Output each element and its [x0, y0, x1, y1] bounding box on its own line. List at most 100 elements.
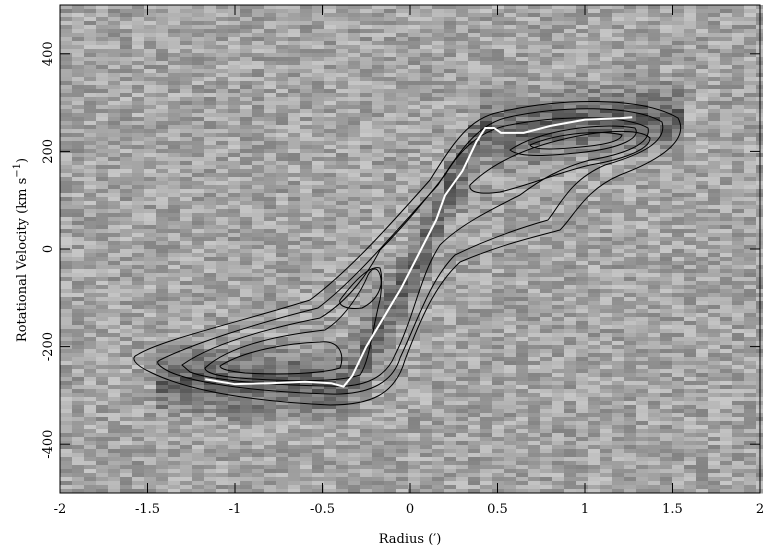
noise-cell	[120, 33, 133, 38]
noise-cell	[156, 53, 169, 58]
noise-cell	[708, 77, 721, 82]
noise-cell	[420, 25, 433, 30]
noise-cell	[612, 221, 625, 226]
noise-cell	[660, 5, 673, 10]
noise-cell	[144, 333, 157, 338]
noise-cell	[360, 69, 373, 74]
noise-cell	[744, 45, 757, 50]
noise-cell	[372, 61, 385, 66]
noise-cell	[408, 169, 421, 174]
noise-cell	[516, 265, 529, 270]
noise-cell	[624, 237, 637, 242]
noise-cell	[708, 201, 721, 206]
noise-cell	[504, 57, 517, 62]
noise-cell	[576, 337, 589, 342]
noise-cell	[372, 193, 385, 198]
noise-cell	[648, 45, 661, 50]
noise-cell	[216, 305, 229, 310]
noise-cell	[180, 225, 193, 230]
noise-cell	[300, 333, 313, 338]
noise-cell	[492, 329, 505, 334]
noise-cell	[564, 77, 577, 82]
noise-cell	[312, 169, 325, 174]
noise-cell	[120, 105, 133, 110]
noise-cell	[660, 109, 673, 114]
noise-cell	[108, 93, 121, 98]
noise-cell	[348, 285, 361, 290]
noise-cell	[600, 165, 613, 170]
noise-cell	[144, 209, 157, 214]
noise-cell	[60, 249, 73, 254]
noise-cell	[696, 297, 709, 302]
noise-cell	[180, 273, 193, 278]
noise-cell	[132, 165, 145, 170]
noise-cell	[480, 241, 493, 246]
noise-cell	[108, 217, 121, 222]
noise-cell	[156, 161, 169, 166]
noise-cell	[264, 297, 277, 302]
noise-cell	[228, 341, 241, 346]
noise-cell	[108, 281, 121, 286]
noise-cell	[420, 57, 433, 62]
noise-cell	[216, 185, 229, 190]
noise-cell	[720, 309, 733, 314]
noise-cell	[360, 169, 373, 174]
noise-cell	[300, 245, 313, 250]
noise-cell	[684, 297, 697, 302]
noise-cell	[240, 225, 253, 230]
noise-cell	[120, 201, 133, 206]
noise-cell	[180, 17, 193, 22]
noise-cell	[600, 161, 613, 166]
noise-cell	[168, 137, 181, 142]
noise-cell	[108, 321, 121, 326]
noise-cell	[480, 213, 493, 218]
noise-cell	[696, 245, 709, 250]
noise-cell	[480, 317, 493, 322]
noise-cell	[180, 105, 193, 110]
noise-cell	[348, 129, 361, 134]
noise-cell	[132, 325, 145, 330]
noise-cell	[144, 217, 157, 222]
noise-cell	[540, 69, 553, 74]
noise-cell	[576, 41, 589, 46]
noise-cell	[240, 341, 253, 346]
noise-cell	[492, 233, 505, 238]
noise-cell	[600, 245, 613, 250]
noise-cell	[636, 297, 649, 302]
noise-cell	[648, 173, 661, 178]
noise-cell	[132, 337, 145, 342]
noise-cell	[684, 189, 697, 194]
noise-cell	[468, 37, 481, 42]
noise-cell	[252, 117, 265, 122]
noise-cell	[468, 5, 481, 10]
noise-cell	[192, 341, 205, 346]
noise-cell	[60, 277, 73, 282]
noise-cell	[108, 301, 121, 306]
noise-cell	[708, 305, 721, 310]
noise-cell	[720, 217, 733, 222]
noise-cell	[264, 121, 277, 126]
noise-cell	[492, 173, 505, 178]
noise-cell	[612, 69, 625, 74]
noise-cell	[480, 9, 493, 14]
noise-cell	[732, 185, 745, 190]
noise-cell	[108, 249, 121, 254]
noise-cell	[312, 185, 325, 190]
noise-cell	[732, 29, 745, 34]
noise-cell	[504, 341, 517, 346]
noise-cell	[420, 173, 433, 178]
noise-cell	[96, 197, 109, 202]
noise-cell	[408, 273, 421, 278]
noise-cell	[60, 129, 73, 134]
noise-cell	[648, 117, 661, 122]
noise-cell	[720, 313, 733, 318]
noise-cell	[192, 233, 205, 238]
noise-cell	[492, 25, 505, 30]
noise-cell	[348, 25, 361, 30]
noise-cell	[636, 337, 649, 342]
noise-cell	[408, 77, 421, 82]
noise-cell	[396, 9, 409, 14]
noise-cell	[444, 93, 457, 98]
noise-cell	[312, 173, 325, 178]
noise-cell	[300, 193, 313, 198]
